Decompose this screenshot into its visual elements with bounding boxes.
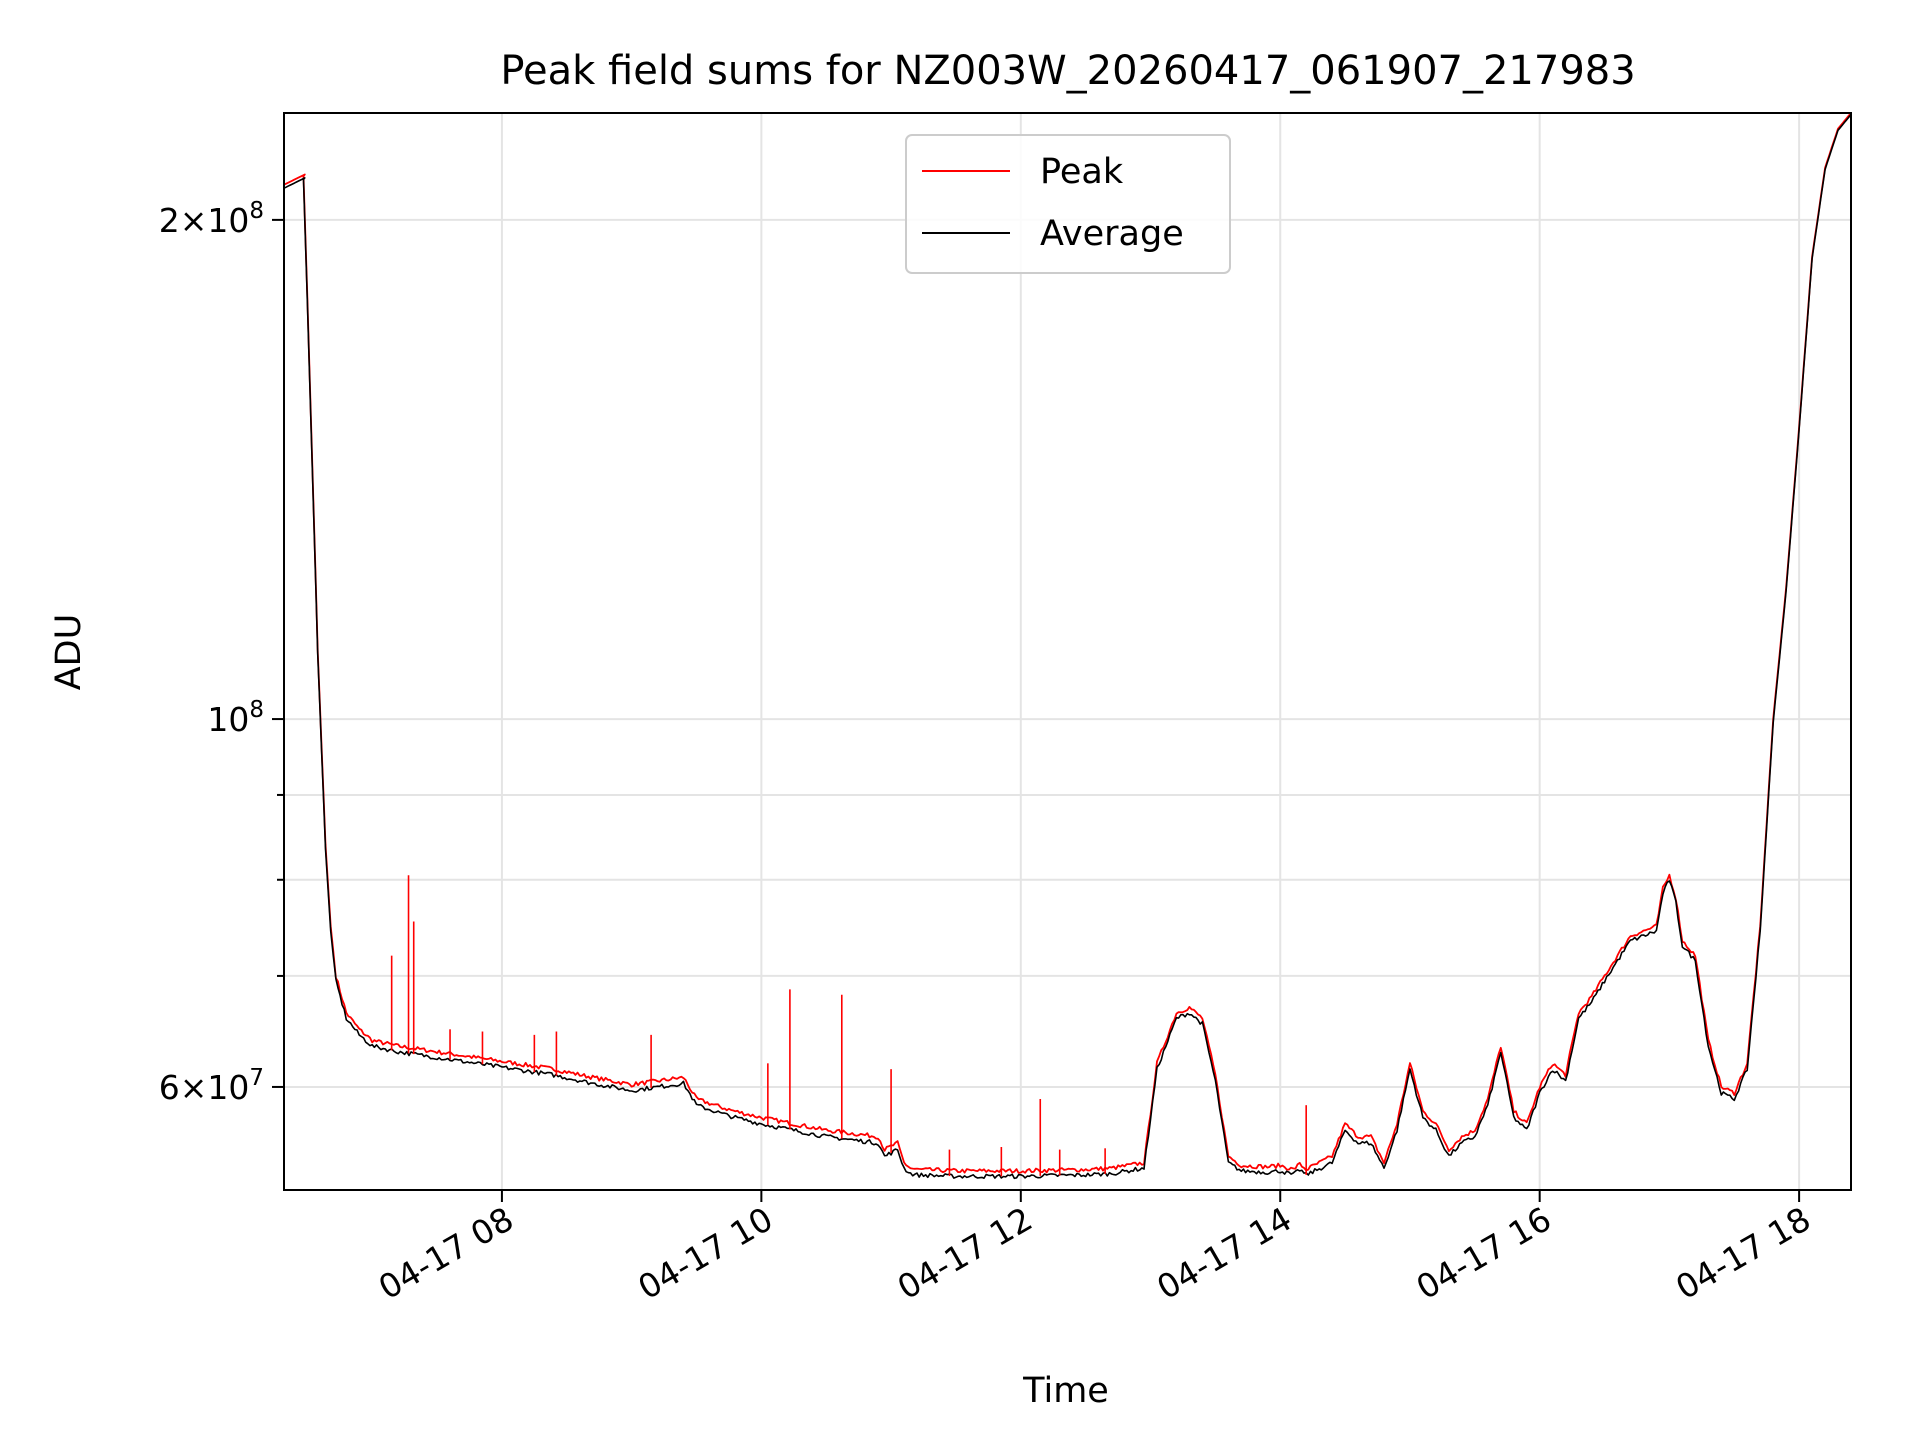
x-tick-label-5: 04-17 18 — [1669, 1199, 1817, 1307]
grid — [284, 113, 1851, 1190]
chart-title: Peak field sums for NZ003W_20260417_0619… — [500, 48, 1635, 94]
plot-frame — [283, 112, 1852, 1191]
series-peak-line — [284, 113, 1851, 1174]
legend-average-label: Average — [1040, 214, 1184, 254]
y-tick-label-0: 2×108 — [159, 198, 264, 240]
x-tick-label-2: 04-17 12 — [891, 1199, 1039, 1307]
x-axis-label: Time — [1022, 1371, 1109, 1411]
x-tick-label-4: 04-17 16 — [1410, 1199, 1558, 1307]
legend-box — [905, 134, 1231, 274]
legend-peak-label: Peak — [1040, 152, 1124, 192]
series-average-line — [284, 114, 1851, 1180]
series-layer — [284, 113, 1851, 1180]
y-tick-label-1: 108 — [207, 697, 264, 739]
ticks: 04-17 08 04-17 10 04-17 12 04-17 14 04-17 16… — [159, 198, 1817, 1307]
y-tick-label-2: 6×107 — [159, 1065, 264, 1107]
x-tick-label-0: 04-17 08 — [372, 1199, 520, 1307]
x-tick-label-1: 04-17 10 — [631, 1199, 779, 1307]
legend: Peak Average — [905, 134, 1231, 274]
x-tick-label-3: 04-17 14 — [1150, 1199, 1298, 1307]
y-axis-label: ADU — [49, 614, 89, 691]
